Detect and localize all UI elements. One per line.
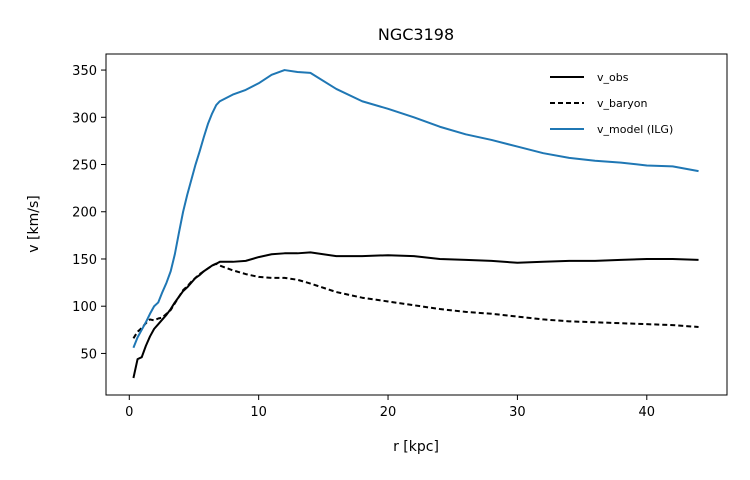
series-line-2 [132, 69, 699, 349]
legend: v_obs v_baryon v_model (ILG) [550, 71, 673, 136]
x-axis-ticks: 0 10 20 30 40 [125, 395, 655, 420]
x-tick-label: 40 [639, 405, 656, 420]
x-tick-label: 20 [380, 405, 397, 420]
x-tick-label: 0 [125, 405, 133, 420]
y-tick-label: 200 [72, 206, 97, 221]
x-tick-label: 10 [250, 405, 267, 420]
y-tick-label: 350 [72, 64, 97, 79]
plot-frame [105, 53, 728, 396]
legend-label-0: v_obs [597, 71, 629, 84]
y-tick-label: 50 [80, 347, 97, 362]
series-layer [132, 69, 699, 379]
series-line-0 [132, 251, 699, 379]
x-axis-label: r [kpc] [393, 439, 439, 455]
x-tick-label: 30 [509, 405, 526, 420]
chart-title: NGC3198 [378, 25, 454, 44]
series-line-1 [132, 262, 699, 339]
y-axis-label: v [km/s] [26, 195, 42, 252]
y-tick-label: 300 [72, 111, 97, 126]
legend-label-1: v_baryon [597, 97, 647, 110]
y-tick-label: 100 [72, 300, 97, 315]
y-tick-label: 250 [72, 159, 97, 174]
legend-label-2: v_model (ILG) [597, 123, 673, 136]
y-axis-ticks: 50 100 150 200 250 300 350 [72, 64, 106, 362]
y-tick-label: 150 [72, 253, 97, 268]
